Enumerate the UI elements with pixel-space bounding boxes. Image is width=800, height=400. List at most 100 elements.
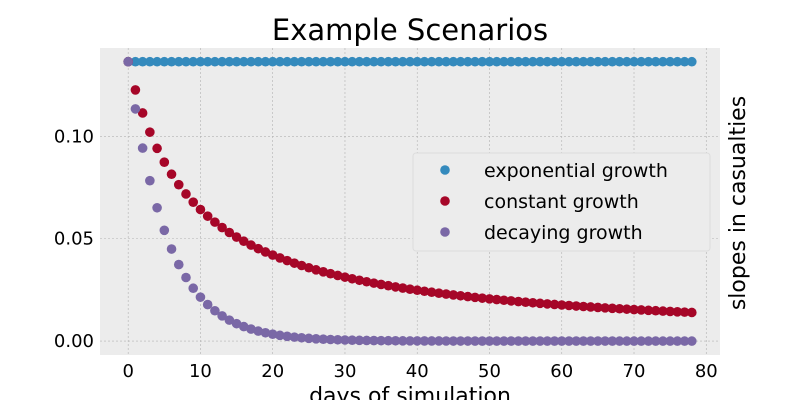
data-point xyxy=(535,298,545,309)
data-point xyxy=(397,283,408,293)
data-point xyxy=(253,56,264,67)
data-point xyxy=(571,301,582,311)
data-point xyxy=(289,332,300,342)
data-point xyxy=(578,56,589,67)
data-point xyxy=(658,306,668,316)
x-tick-label: 30 xyxy=(334,361,357,382)
data-point xyxy=(687,336,697,346)
data-point xyxy=(296,332,307,343)
data-point xyxy=(383,335,394,346)
data-point xyxy=(383,56,394,67)
data-point xyxy=(137,143,148,153)
data-point xyxy=(181,56,191,67)
data-point xyxy=(650,56,661,67)
data-point xyxy=(434,336,444,346)
data-point xyxy=(528,56,538,67)
data-point xyxy=(188,56,199,67)
data-point xyxy=(318,56,329,67)
data-point xyxy=(643,305,654,316)
data-point xyxy=(484,336,495,346)
data-point xyxy=(477,56,488,67)
data-point xyxy=(217,56,227,67)
x-tick-label: 40 xyxy=(406,361,429,382)
x-tick-label: 50 xyxy=(478,361,501,382)
data-point xyxy=(542,56,553,67)
data-point xyxy=(448,290,459,300)
data-point xyxy=(267,250,278,260)
data-point xyxy=(672,56,683,67)
data-point xyxy=(687,56,697,67)
data-point xyxy=(159,225,170,236)
data-point xyxy=(513,56,524,67)
data-point xyxy=(296,260,307,271)
data-point xyxy=(499,56,509,67)
data-point xyxy=(246,56,256,67)
data-point xyxy=(470,336,480,346)
data-point xyxy=(282,255,292,266)
data-point xyxy=(405,336,415,346)
data-point xyxy=(585,56,596,67)
data-point xyxy=(643,336,654,346)
data-point xyxy=(484,56,495,67)
data-point xyxy=(513,336,524,346)
data-point xyxy=(152,56,162,67)
legend: exponential growth constant growth decayin… xyxy=(412,152,711,252)
data-point xyxy=(275,330,285,341)
data-point xyxy=(397,56,408,67)
data-point xyxy=(499,295,509,306)
data-point xyxy=(441,289,451,299)
data-point xyxy=(347,56,357,67)
data-point xyxy=(455,336,466,346)
data-point xyxy=(210,305,220,316)
data-point xyxy=(513,296,524,307)
data-point xyxy=(477,293,488,303)
data-point xyxy=(426,336,437,346)
data-point xyxy=(318,334,329,344)
data-point xyxy=(224,227,235,238)
data-point xyxy=(600,303,610,313)
y-tick-label: 0.10 xyxy=(54,126,94,147)
data-point xyxy=(593,56,603,67)
data-point xyxy=(376,279,386,290)
data-point xyxy=(470,56,480,67)
data-point xyxy=(600,56,610,67)
data-point xyxy=(210,56,220,67)
data-point xyxy=(585,336,596,346)
data-point xyxy=(621,336,632,346)
x-tick-label: 70 xyxy=(623,361,646,382)
series-decaying-growth xyxy=(123,56,697,346)
data-point xyxy=(238,56,249,67)
data-point xyxy=(260,56,271,67)
legend-box xyxy=(412,152,711,252)
data-point xyxy=(405,284,415,294)
data-point xyxy=(282,331,292,342)
data-point xyxy=(231,56,242,67)
legend-label: exponential growth xyxy=(484,160,668,182)
data-point xyxy=(238,321,249,332)
data-point xyxy=(260,327,271,338)
y-axis-label: slopes in casualties xyxy=(726,96,751,310)
data-point xyxy=(426,287,437,298)
data-point xyxy=(296,56,307,67)
data-point xyxy=(470,292,480,303)
data-point xyxy=(665,306,675,317)
data-point xyxy=(166,169,177,180)
data-point xyxy=(434,56,444,67)
data-point xyxy=(448,56,459,67)
data-point xyxy=(325,56,336,67)
data-point xyxy=(455,56,466,67)
data-point xyxy=(556,336,567,346)
data-point xyxy=(491,56,502,67)
data-point xyxy=(506,336,516,346)
data-point xyxy=(217,222,227,233)
x-tick-label: 20 xyxy=(261,361,284,382)
data-point xyxy=(593,336,603,346)
data-point xyxy=(650,336,661,346)
data-point xyxy=(130,85,141,95)
data-point xyxy=(145,127,155,137)
data-point xyxy=(636,56,647,67)
data-point xyxy=(520,297,531,307)
data-point xyxy=(354,275,365,286)
data-point xyxy=(535,56,545,67)
